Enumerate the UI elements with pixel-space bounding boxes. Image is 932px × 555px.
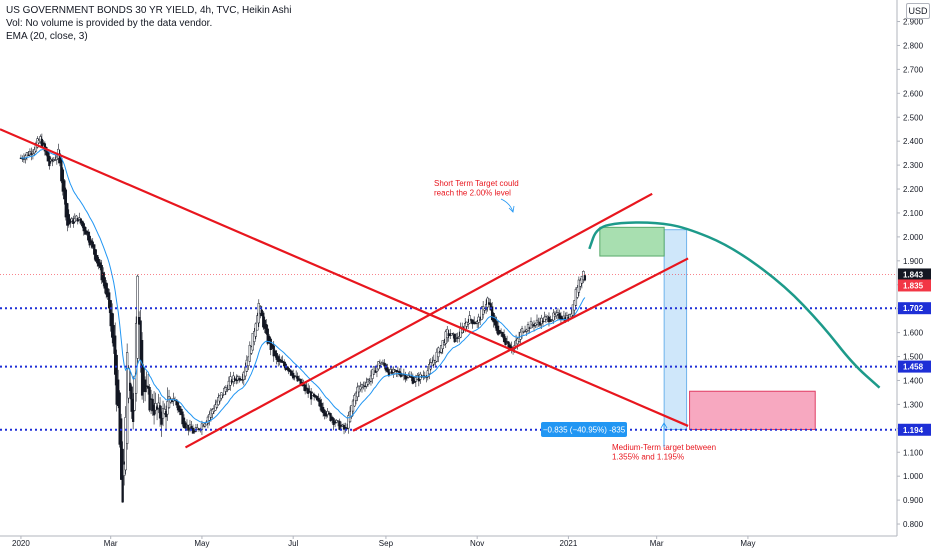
price-tick-label: 2.500 [903,113,924,122]
trendline[interactable] [0,128,689,427]
currency-badge[interactable]: USD [906,3,930,19]
time-tick-label: Jul [288,539,298,548]
short-term-annotation-text: reach the 2.00% level [434,189,511,198]
trendline[interactable] [184,192,653,449]
candle-body-up [479,319,482,321]
forecast-curve[interactable] [588,221,881,389]
price-tick-label: 2.800 [903,41,924,50]
measure-badge-text: −0.835 (−40.95%) -835 [543,426,626,435]
candles-layer [19,133,587,503]
short-term-arrow [500,198,514,213]
medium-term-arrow-head [660,422,668,429]
price-badge [898,302,931,315]
measure-badge [541,422,627,437]
trendline[interactable] [352,257,689,432]
ema-line [20,148,586,424]
price-tick-label: 2.900 [903,18,924,27]
price-tick-label: 1.500 [903,353,924,362]
time-tick-label: Mar [104,539,118,548]
short-term-arrow-head [508,205,515,213]
forecast-curve-layer [588,221,881,389]
price-tick-label: 2.100 [903,209,924,218]
chart-legend: US GOVERNMENT BONDS 30 YR YIELD, 4h, TVC… [6,4,291,43]
time-tick-label: 2020 [12,539,30,548]
ema-layer [20,148,586,424]
candle-body-up [438,351,441,354]
price-tick-label: 2.000 [903,233,924,242]
price-tick-label: 2.600 [903,89,924,98]
price-tick-label: 1.000 [903,472,924,481]
price-badge-label: 1.458 [903,363,924,372]
price-tick-label: 2.400 [903,137,924,146]
axis-corner [898,536,932,550]
price-badge-label: 1.835 [903,281,924,290]
time-axis: 2020 Mar May Jul Sep Nov 2021 Mar May [0,535,897,550]
measure-range-box [663,229,688,431]
price-badge [898,360,931,373]
time-tick-label: May [194,539,209,548]
price-badge-label: 1.843 [903,270,924,279]
target-boxes-layer [599,226,816,431]
price-axis-background [897,0,932,536]
price-tick-label: 1.400 [903,376,924,385]
price-badge [898,279,931,292]
legend-ema[interactable]: EMA (20, close, 3) [6,31,88,42]
price-tick-label: 0.800 [903,520,924,529]
price-badge [898,268,931,281]
time-axis-background [0,536,897,550]
short-term-annotation-text: Short Term Target could [434,179,519,188]
candle-body-down [583,275,587,281]
price-tick-label: 1.900 [903,257,924,266]
price-tick-label: 1.600 [903,329,924,338]
price-tick-label: 2.300 [903,161,924,170]
price-badge-label: 1.194 [903,426,924,435]
price-tick-label: 1.100 [903,448,924,457]
price-axis: 0.8000.9001.0001.1001.2001.3001.4001.500… [896,0,932,536]
candle-body-down [363,385,367,388]
short-term-target-box [599,226,665,257]
price-tick-label: 2.200 [903,185,924,194]
time-tick-label: Mar [650,539,664,548]
time-tick-label: 2021 [560,539,578,548]
time-tick-label: May [740,539,755,548]
trendlines-layer [0,128,689,449]
time-tick-label: Nov [470,539,484,548]
price-tick-label: 0.900 [903,496,924,505]
price-badge-label: 1.702 [903,304,924,313]
medium-term-annotation-text: 1.355% and 1.195% [612,453,684,462]
medium-term-target-box [689,390,816,431]
price-tick-label: 1.300 [903,400,924,409]
support-levels-layer [0,274,896,431]
candle-body-down [27,154,30,156]
legend-volume-note: Vol: No volume is provided by the data v… [6,18,213,29]
price-badge [898,423,931,436]
legend-title[interactable]: US GOVERNMENT BONDS 30 YR YIELD, 4h, TVC… [6,5,292,16]
medium-term-annotation-text: Medium-Term target between [612,443,716,452]
time-tick-label: Sep [379,539,394,548]
candle-body-up [226,389,229,391]
price-tick-label: 2.700 [903,65,924,74]
